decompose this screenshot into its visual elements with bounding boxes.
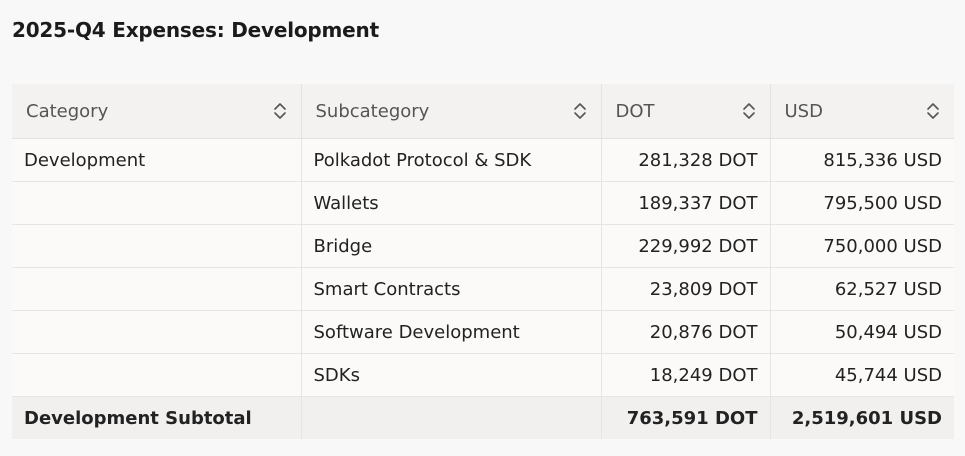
cell-category <box>12 353 302 397</box>
cell-subcategory: Polkadot Protocol & SDK <box>301 138 602 182</box>
cell-usd: 815,336 USD <box>770 138 954 182</box>
cell-usd: 62,527 USD <box>770 267 954 311</box>
sort-icon[interactable] <box>926 102 940 120</box>
cell-usd: 50,494 USD <box>770 310 954 354</box>
cell-category <box>12 181 302 225</box>
table-body: Development Polkadot Protocol & SDK 281,… <box>12 138 954 439</box>
table-header: Category Subcategory DOT <box>12 84 954 139</box>
cell-category: Development <box>12 138 302 182</box>
column-header-label: Subcategory <box>315 100 430 122</box>
cell-category <box>12 224 302 268</box>
table-row: Bridge 229,992 DOT 750,000 USD <box>12 224 954 268</box>
cell-dot: 229,992 DOT <box>601 224 771 268</box>
cell-dot: 20,876 DOT <box>601 310 771 354</box>
expenses-table: Category Subcategory DOT <box>12 84 954 439</box>
table-row: Development Polkadot Protocol & SDK 281,… <box>12 138 954 182</box>
subtotal-row: Development Subtotal 763,591 DOT 2,519,6… <box>12 396 954 439</box>
page-title: 2025-Q4 Expenses: Development <box>12 18 379 42</box>
column-header-label: USD <box>784 100 823 122</box>
column-header-category[interactable]: Category <box>12 84 302 139</box>
cell-subcategory <box>301 396 602 439</box>
subtotal-usd: 2,519,601 USD <box>770 396 954 439</box>
cell-usd: 45,744 USD <box>770 353 954 397</box>
column-header-label: DOT <box>615 100 655 122</box>
sort-icon[interactable] <box>573 102 587 120</box>
sort-icon[interactable] <box>273 102 287 120</box>
table-row: SDKs 18,249 DOT 45,744 USD <box>12 353 954 397</box>
column-header-usd[interactable]: USD <box>770 84 954 139</box>
subtotal-dot: 763,591 DOT <box>601 396 771 439</box>
table-row: Smart Contracts 23,809 DOT 62,527 USD <box>12 267 954 311</box>
cell-subcategory: Wallets <box>301 181 602 225</box>
cell-subcategory: Software Development <box>301 310 602 354</box>
cell-category <box>12 310 302 354</box>
table-row: Wallets 189,337 DOT 795,500 USD <box>12 181 954 225</box>
sort-icon[interactable] <box>742 102 756 120</box>
cell-dot: 23,809 DOT <box>601 267 771 311</box>
table-row: Software Development 20,876 DOT 50,494 U… <box>12 310 954 354</box>
cell-category <box>12 267 302 311</box>
header-row: Category Subcategory DOT <box>12 84 954 139</box>
cell-subcategory: Smart Contracts <box>301 267 602 311</box>
cell-subcategory: SDKs <box>301 353 602 397</box>
cell-usd: 795,500 USD <box>770 181 954 225</box>
column-header-subcategory[interactable]: Subcategory <box>301 84 602 139</box>
cell-dot: 18,249 DOT <box>601 353 771 397</box>
cell-dot: 189,337 DOT <box>601 181 771 225</box>
cell-usd: 750,000 USD <box>770 224 954 268</box>
subtotal-label: Development Subtotal <box>12 396 302 439</box>
cell-dot: 281,328 DOT <box>601 138 771 182</box>
column-header-label: Category <box>26 100 109 122</box>
cell-subcategory: Bridge <box>301 224 602 268</box>
column-header-dot[interactable]: DOT <box>601 84 771 139</box>
